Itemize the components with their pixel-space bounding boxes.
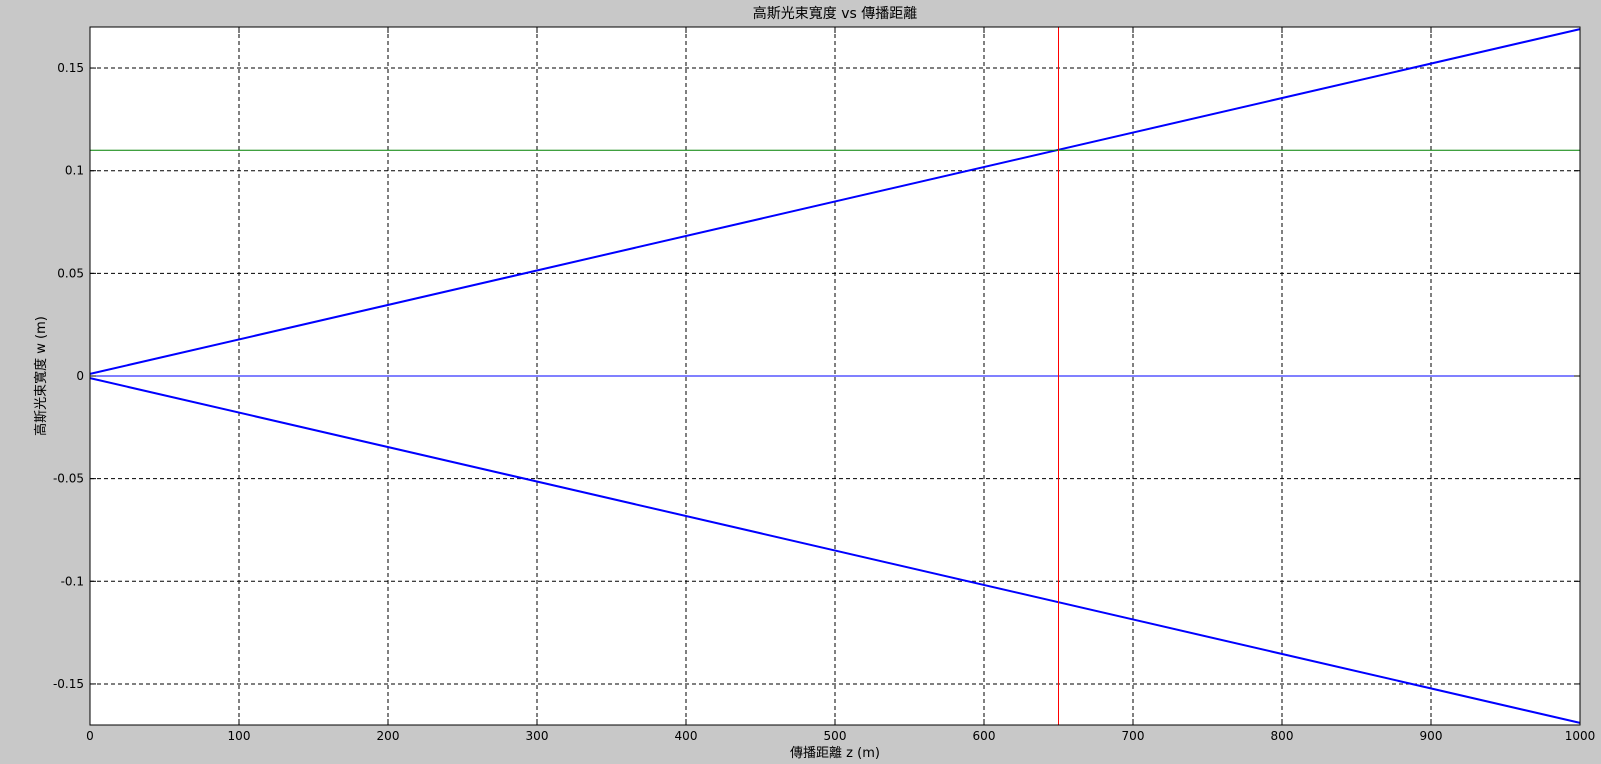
- y-tick-label: -0.15: [53, 677, 84, 691]
- y-tick-label: 0.1: [65, 164, 84, 178]
- y-tick-label: 0: [76, 369, 84, 383]
- x-tick-label: 400: [675, 729, 698, 743]
- x-tick-label: 900: [1420, 729, 1443, 743]
- y-axis-title: 高斯光束寬度 w (m): [33, 316, 49, 436]
- lower-beam-edge-line: [89, 377, 1581, 724]
- x-axis-title: 傳播距離 z (m): [790, 746, 880, 761]
- x-tick-label: 600: [973, 729, 996, 743]
- x-tick-label: 500: [824, 729, 847, 743]
- x-tick-label: 700: [1122, 729, 1145, 743]
- x-tick-label: 100: [228, 729, 251, 743]
- y-tick-label: 0.05: [57, 266, 84, 280]
- chart-title: 高斯光束寬度 vs 傳播距離: [753, 5, 917, 22]
- series-group: [89, 27, 1581, 725]
- x-tick-label: 200: [377, 729, 400, 743]
- x-tick-label: 1000: [1565, 729, 1596, 743]
- upper-beam-edge-line: [89, 28, 1581, 375]
- tick-labels: 0 100 200 300 400 500 600 700 800 900 1000 -0.15 -0.…: [53, 61, 1595, 743]
- y-tick-label: 0.15: [57, 61, 84, 75]
- x-tick-label: 300: [526, 729, 549, 743]
- y-tick-label: -0.05: [53, 472, 84, 486]
- x-tick-label: 800: [1271, 729, 1294, 743]
- y-tick-label: -0.1: [61, 574, 84, 588]
- ticks: [89, 27, 1581, 725]
- x-tick-label: 0: [86, 729, 94, 743]
